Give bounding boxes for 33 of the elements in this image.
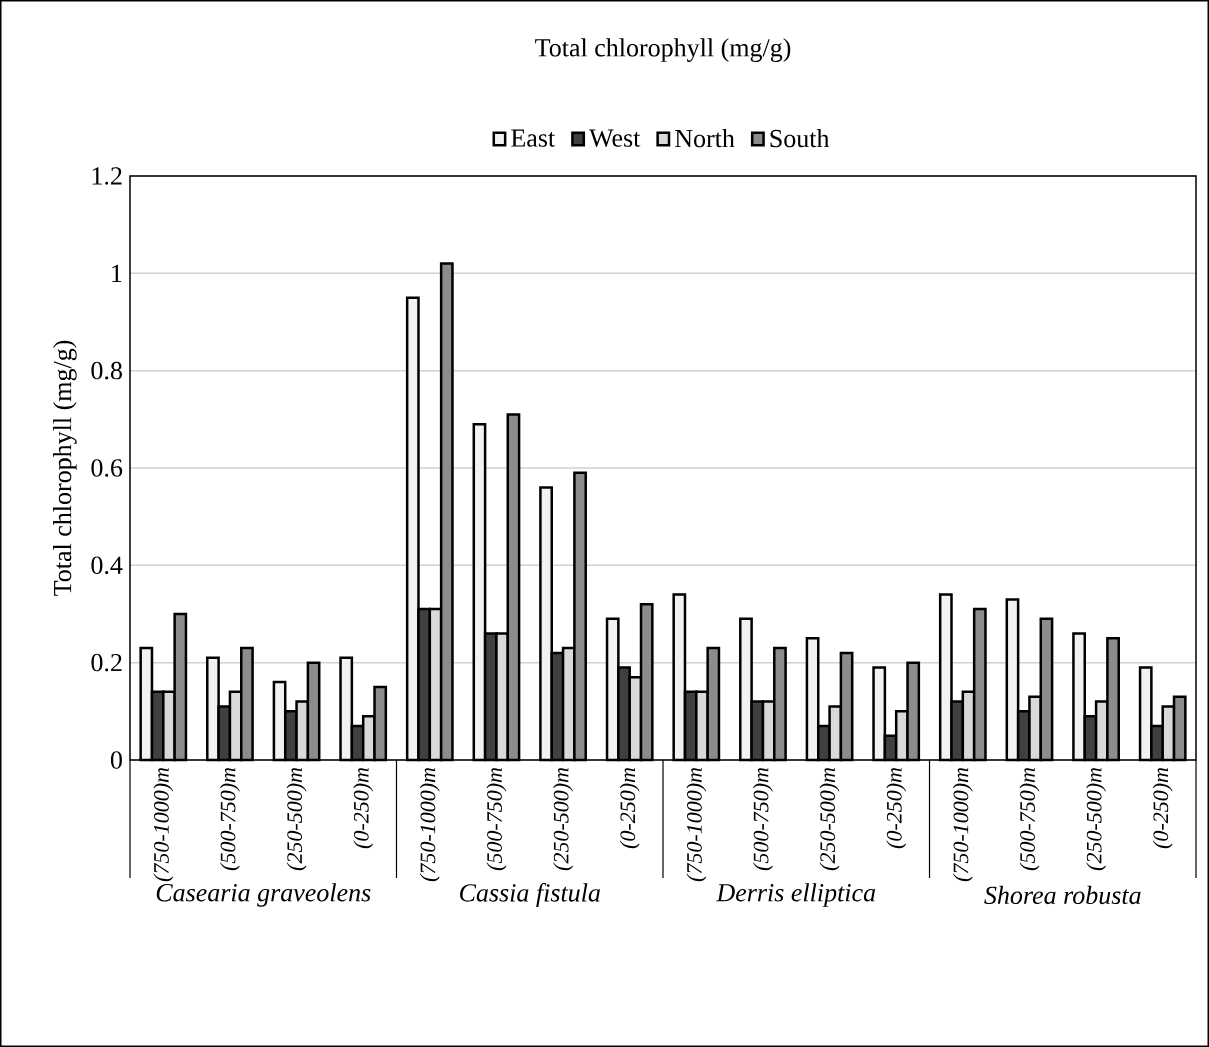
text: Cassia fistula — [460, 883, 600, 907]
y-tick-label: 0.2 — [91, 653, 122, 672]
x-tick-label: (500-750)m — [219, 767, 240, 871]
x-tick-label: (750-1000)m — [153, 767, 174, 882]
x-tick-label: (0-250)m — [619, 767, 640, 849]
chart-title: Total chlorophyll (mg/g) — [535, 38, 791, 62]
x-tick-label: (750-1000)m — [419, 767, 440, 882]
y-tick-label: 0.8 — [91, 361, 122, 380]
y-tick-label: 0 — [110, 751, 122, 769]
x-tick-label: (250-500)m — [286, 767, 307, 871]
text: Derris elliptica — [716, 883, 876, 907]
x-tick-label: (750-1000)m — [686, 767, 707, 882]
legend-label: West — [589, 129, 641, 147]
x-tick-label: (250-500)m — [819, 767, 840, 871]
text: Shorea robusta — [984, 885, 1141, 905]
text: Casearia graveolens — [156, 883, 371, 907]
x-tick-label: (500-750)m — [752, 767, 773, 871]
y-tick-label: 1 — [112, 264, 122, 282]
x-tick-label: (0-250)m — [886, 767, 907, 849]
x-tick-label: (500-750)m — [486, 767, 507, 871]
y-axis-title: Total chlorophyll (mg/g) — [53, 340, 77, 596]
x-tick-label: (500-750)m — [1019, 767, 1040, 871]
legend-label: South — [770, 129, 830, 148]
y-tick-label: 1.2 — [92, 167, 122, 185]
x-tick-label: (0-250)m — [1152, 767, 1173, 849]
x-tick-label: (250-500)m — [1086, 767, 1107, 871]
x-tick-label: (0-250)m — [353, 767, 374, 849]
legend-label: East — [511, 129, 555, 147]
legend-label: North — [675, 129, 735, 148]
y-tick-label: 0.6 — [91, 459, 123, 477]
x-tick-label: (250-500)m — [553, 767, 574, 871]
x-tick-label: (750-1000)m — [952, 767, 973, 882]
y-tick-label: 0.4 — [91, 556, 123, 575]
